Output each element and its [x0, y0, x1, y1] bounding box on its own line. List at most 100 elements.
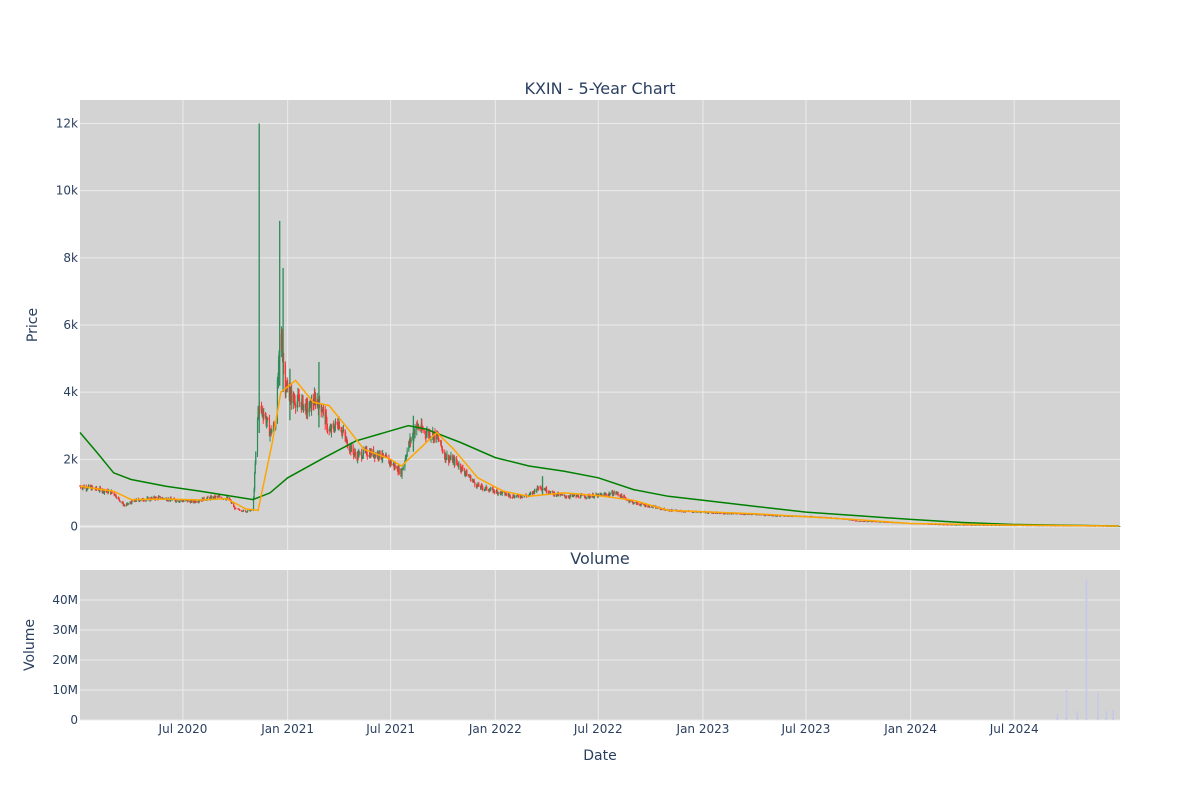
candle-body [256, 419, 259, 452]
candle-body [325, 414, 327, 425]
volume-bars [1056, 579, 1114, 720]
candle-body [340, 428, 342, 432]
candle-body [404, 457, 407, 462]
candle-body [167, 500, 169, 502]
candle-body [266, 421, 268, 424]
candle-body [233, 502, 235, 507]
volume-bar [1105, 711, 1108, 720]
price-gridlines [80, 100, 1120, 550]
x-tick-label: Jul 2024 [989, 722, 1039, 736]
candle-body [269, 432, 271, 437]
candle-body [489, 489, 491, 491]
candle-body [215, 496, 217, 498]
x-tick-label: Jul 2023 [781, 722, 831, 736]
volume-y-ticks: 0 10M 20M 30M 40M [52, 593, 78, 727]
candle-body [361, 458, 363, 459]
candle-body [392, 464, 394, 466]
candle-body [370, 450, 372, 456]
volume-bar [1065, 690, 1068, 720]
volume-gridlines [80, 570, 1120, 721]
candle-body [426, 430, 428, 434]
candle-body [633, 502, 635, 504]
candle-body [437, 435, 439, 437]
candle-body [536, 489, 538, 492]
candle-body [302, 404, 305, 411]
candle-body [414, 429, 416, 435]
candle-body [121, 501, 123, 504]
candle-body [101, 488, 103, 493]
candle-body [549, 491, 552, 494]
candle-body [482, 487, 484, 490]
candle-body [484, 488, 486, 490]
candle-body [522, 497, 524, 498]
candle-body [329, 430, 331, 432]
candle-body [647, 505, 649, 507]
candle-body [102, 491, 104, 493]
candle-body [573, 495, 575, 497]
candle-body [684, 511, 686, 513]
candle-body [299, 401, 301, 403]
candle-body [271, 430, 273, 434]
candle-body [334, 421, 337, 427]
candle-body [333, 425, 335, 430]
candle-body [326, 429, 329, 430]
candle-body [255, 451, 257, 464]
candle-body [611, 491, 614, 496]
candle-body [473, 480, 475, 483]
candle-body [402, 466, 404, 470]
candle-body [600, 494, 602, 495]
price-y-tick-label: 8k [63, 251, 78, 265]
candle-body [461, 466, 463, 468]
candle-body [983, 525, 986, 526]
candle-body [976, 525, 978, 526]
candle-body [480, 485, 482, 489]
candle-body [548, 492, 550, 494]
candle-body [561, 494, 564, 496]
candle-body [624, 497, 626, 498]
candle-body [296, 401, 298, 408]
moving-average-lines [79, 379, 1119, 527]
candle-body [745, 513, 747, 515]
candle-body [995, 525, 998, 526]
candle-body [113, 492, 115, 495]
volume-bar [1076, 711, 1079, 720]
volume-bar [1112, 709, 1114, 720]
candle-body [298, 396, 300, 402]
candle-body [652, 506, 654, 508]
candle-body [405, 456, 408, 458]
candle-body [177, 500, 179, 502]
candle-body [583, 494, 585, 497]
candle-body [872, 521, 874, 523]
candle-body [396, 467, 399, 472]
candle-body [437, 436, 440, 440]
candle-body [358, 452, 360, 453]
candle-body [472, 480, 474, 482]
candle-body [382, 453, 384, 456]
candle-body [242, 510, 244, 512]
candle-body [195, 500, 197, 503]
candle-body [952, 524, 954, 526]
candle-body [615, 493, 618, 494]
candle-body [445, 453, 447, 460]
candle-body [854, 520, 856, 521]
candle-body [209, 497, 211, 500]
price-chart-title: KXIN - 5-Year Chart [524, 79, 675, 98]
candle-body [948, 524, 950, 526]
candle-body [446, 454, 448, 459]
candle-body [860, 521, 862, 522]
candle-body [354, 451, 356, 456]
candle-body [89, 485, 91, 488]
candle-body [458, 464, 460, 468]
candle-body [593, 495, 595, 498]
candle-body [641, 503, 643, 504]
candle-body [362, 456, 364, 459]
candle-body [944, 524, 946, 526]
candle-body [536, 486, 539, 490]
candle-body [560, 494, 562, 495]
x-tick-label: Jul 2021 [365, 722, 415, 736]
candle-body [668, 511, 671, 512]
candle-body [362, 449, 364, 457]
x-tick-label: Jan 2021 [260, 722, 314, 736]
candle-body [131, 500, 133, 504]
candle-body [705, 512, 707, 514]
